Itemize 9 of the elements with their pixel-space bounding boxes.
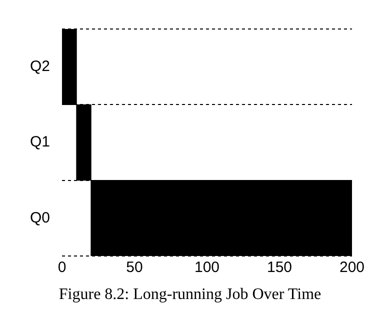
x-tick-label: 0 xyxy=(58,259,66,276)
y-tick-label: Q0 xyxy=(30,209,50,226)
x-tick-label: 100 xyxy=(194,259,220,276)
x-tick-label: 200 xyxy=(339,259,365,276)
y-tick-label: Q2 xyxy=(30,58,50,75)
x-tick-label: 50 xyxy=(126,259,143,276)
caption: Figure 8.2: Long-running Job Over Time xyxy=(58,286,322,304)
y-tick-label: Q1 xyxy=(30,134,50,151)
x-tick-label: 150 xyxy=(266,259,292,276)
